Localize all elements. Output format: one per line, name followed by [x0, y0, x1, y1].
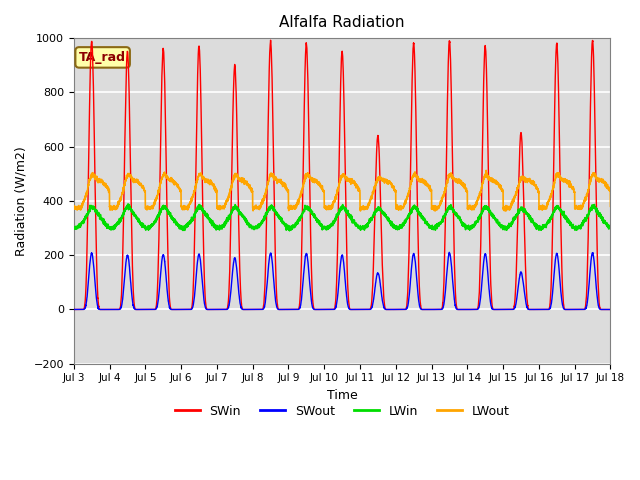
- Y-axis label: Radiation (W/m2): Radiation (W/m2): [15, 146, 28, 256]
- Title: Alfalfa Radiation: Alfalfa Radiation: [279, 15, 405, 30]
- Text: TA_rad: TA_rad: [79, 51, 126, 64]
- Legend: SWin, SWout, LWin, LWout: SWin, SWout, LWin, LWout: [170, 400, 515, 422]
- X-axis label: Time: Time: [327, 389, 358, 402]
